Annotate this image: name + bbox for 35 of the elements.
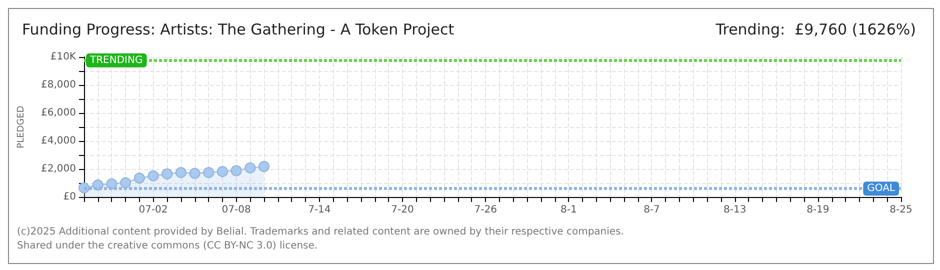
y-tick-label: £10K bbox=[50, 52, 76, 62]
y-tick-label: £2,000 bbox=[41, 164, 76, 174]
point bbox=[244, 162, 256, 174]
point bbox=[175, 167, 186, 178]
chart-title: Funding Progress: Artists: The Gathering - A Token Project bbox=[22, 20, 454, 38]
x-tick-label: 7-14 bbox=[308, 204, 331, 216]
point bbox=[120, 177, 132, 188]
x-tick-label: 07-02 bbox=[138, 204, 168, 216]
point bbox=[162, 168, 173, 180]
x-tick-label: 7-26 bbox=[474, 204, 497, 216]
point bbox=[134, 172, 145, 184]
text: Shared under the creative commons (CC BY-NC 3.0) license. bbox=[17, 240, 318, 252]
y-tick-label: £6,000 bbox=[41, 108, 76, 118]
y-tick-label: £8,000 bbox=[41, 80, 76, 90]
point bbox=[148, 170, 159, 182]
ref-line-label: GOAL bbox=[867, 183, 896, 194]
point bbox=[258, 160, 270, 172]
y-tick-label: £4,000 bbox=[41, 136, 76, 146]
point bbox=[216, 166, 228, 178]
point bbox=[203, 167, 214, 178]
x-tick-label: 8-25 bbox=[890, 204, 912, 216]
x-tick-label: 8-7 bbox=[644, 204, 660, 216]
ref-line-label: TRENDING bbox=[89, 54, 143, 66]
chart-subtitle: Trending: £9,760 (1626%) bbox=[714, 20, 916, 38]
x-tick-label: 7-20 bbox=[391, 204, 414, 216]
point bbox=[106, 178, 118, 190]
x-tick-label: 8-13 bbox=[723, 204, 746, 216]
y-axis-title: PLEDGED bbox=[16, 106, 26, 148]
point bbox=[189, 168, 200, 179]
text: (c)2025 Additional content provided by Belial. Trademarks and related content are owned by their respective companies. bbox=[17, 226, 624, 238]
point bbox=[230, 165, 242, 176]
x-tick-label: 8-19 bbox=[806, 204, 830, 216]
y-tick-label: £0 bbox=[63, 192, 76, 202]
x-tick-label: 07-08 bbox=[222, 204, 251, 216]
x-tick-label: 8-1 bbox=[560, 204, 577, 216]
